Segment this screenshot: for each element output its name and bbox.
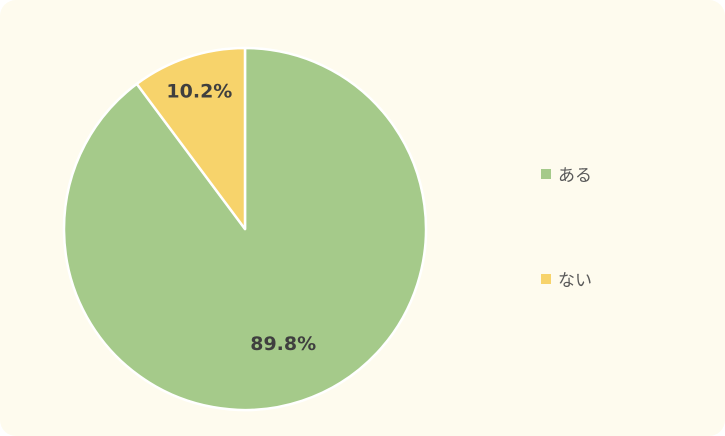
legend-label-nai: ない bbox=[558, 271, 592, 291]
legend-swatch-aru bbox=[541, 168, 551, 179]
pie-slices bbox=[62, 46, 428, 412]
legend-swatch-nai bbox=[541, 273, 551, 284]
pie-slice-nai bbox=[135, 46, 247, 231]
legend-item-nai: ない bbox=[541, 266, 592, 291]
legend-label-aru: ある bbox=[558, 166, 592, 186]
data-label-nai: 10.2% bbox=[166, 81, 232, 103]
data-label-aru: 89.8% bbox=[250, 333, 316, 355]
pie-data-labels: 89.8% 10.2% bbox=[166, 81, 316, 356]
legend-item-aru: ある bbox=[541, 161, 592, 186]
